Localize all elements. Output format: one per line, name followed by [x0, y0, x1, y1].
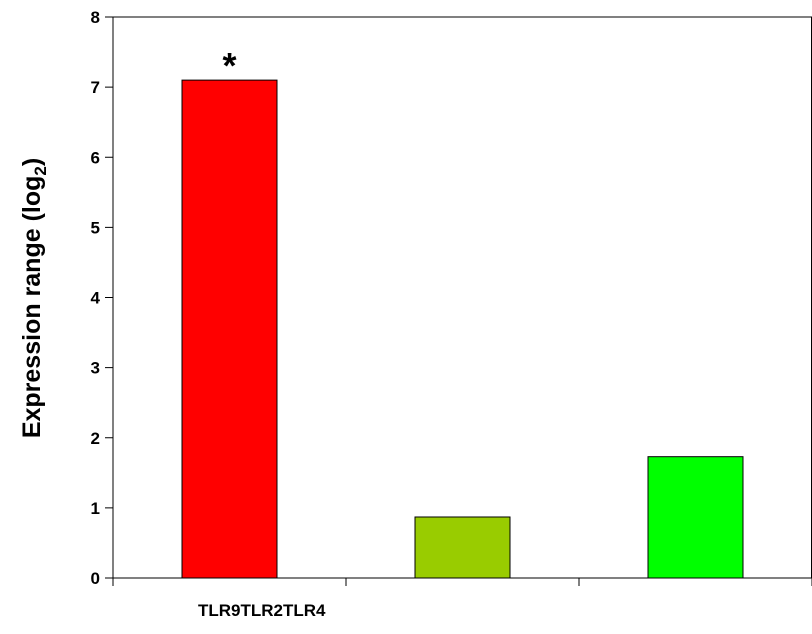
y-tick-label: 6: [91, 148, 100, 167]
axes-layer: 0 1 2 3 4 5 6 7 8: [91, 8, 812, 588]
y-tick-label: 1: [91, 499, 100, 518]
y-tick-label: 8: [91, 8, 100, 27]
significance-asterisk: *: [222, 45, 236, 86]
bar-tlr2: [414, 516, 511, 579]
y-tick-label: 5: [91, 218, 100, 237]
y-tick-label: 4: [91, 289, 101, 308]
y-tick-label: 7: [91, 78, 100, 97]
y-axis-label: Expression range (log2): [18, 158, 50, 438]
x-axis-category-label: TLR9TLR2TLR4: [198, 601, 326, 620]
y-tick-label: 2: [91, 429, 100, 448]
y-tick-label: 3: [91, 359, 100, 378]
bar-tlr4: [647, 456, 744, 579]
bar-tlr9: [181, 79, 278, 579]
y-tick-label: 0: [91, 569, 100, 588]
bars-layer: [181, 79, 744, 579]
annotations-layer: *: [222, 45, 236, 86]
